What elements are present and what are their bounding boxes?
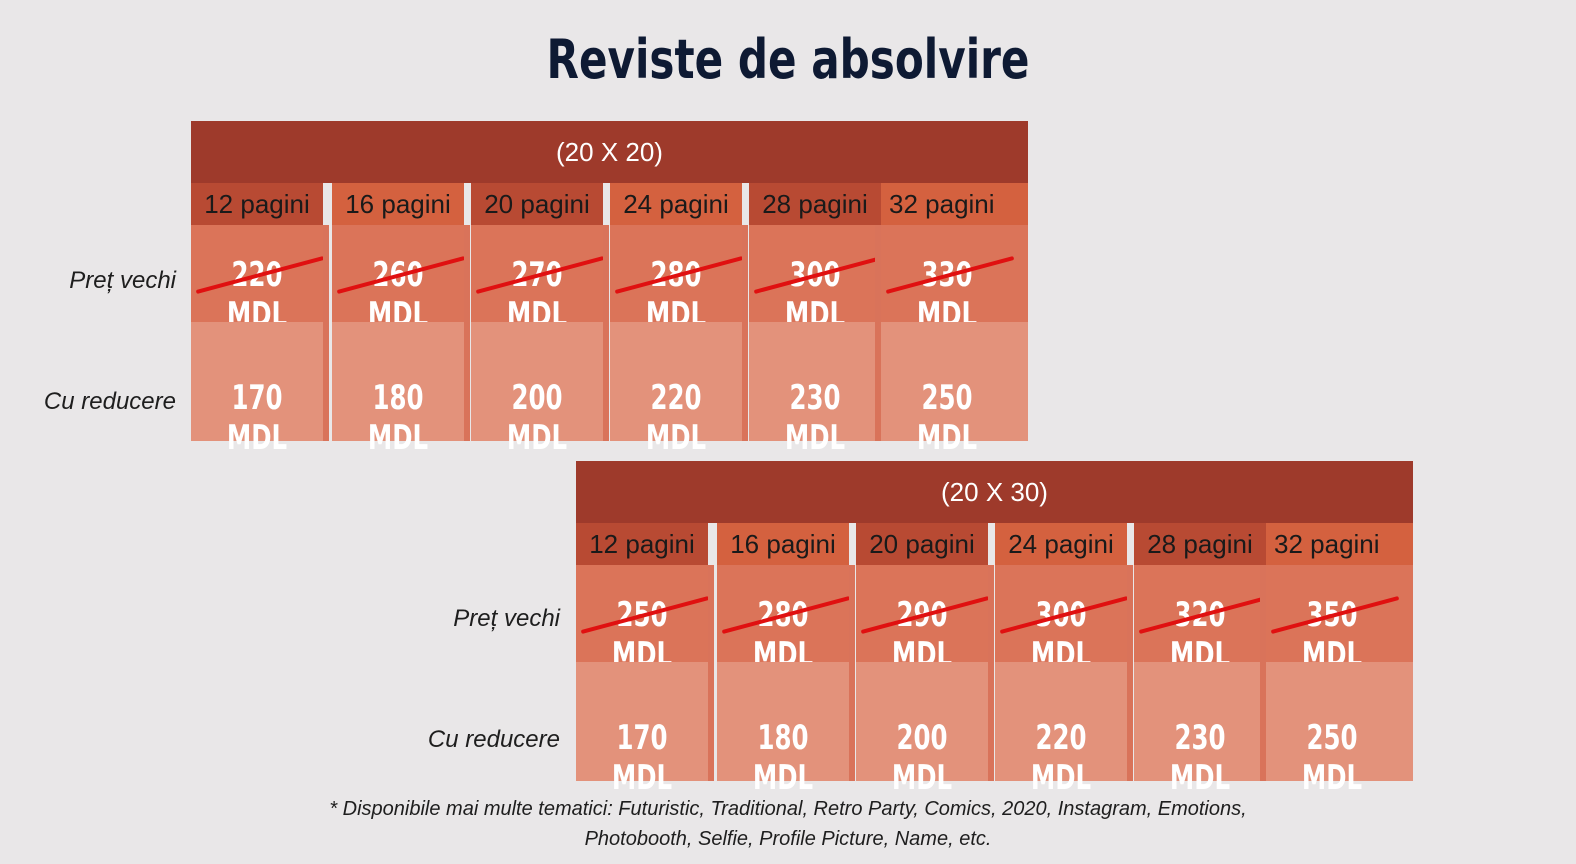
discount-price-cell: 180 MDL (332, 322, 464, 458)
old-price-cell: 280 MDL (717, 565, 851, 675)
price-table-20x20: (20 X 20) 12 pagini 220 MDL 170 MDL 16 p… (191, 121, 1028, 458)
old-price: 220 MDL (226, 255, 288, 335)
row-label-discount-price: Cu reducere (427, 726, 560, 753)
price-column: 20 pagini 290 MDL 200 MDL (856, 523, 990, 798)
old-price-cell: 350 MDL (1266, 565, 1413, 675)
discount-price-cell: 250 MDL (881, 322, 1028, 458)
price-column: 32 pagini 330 MDL 250 MDL (881, 183, 1028, 458)
row-label-discount-price: Cu reducere (43, 388, 176, 415)
footnote: * Disponibile mai multe tematici: Futuri… (0, 794, 1576, 854)
pages-label: 12 pagini (191, 183, 323, 225)
old-price-cell: 290 MDL (856, 565, 990, 675)
column-divider (988, 565, 994, 781)
pages-label: 24 pagini (610, 183, 742, 225)
discount-price: 200 MDL (891, 718, 953, 798)
column-divider (1127, 565, 1133, 781)
column-divider (464, 225, 470, 441)
pages-label: 24 pagini (995, 523, 1127, 565)
pages-label: 12 pagini (576, 523, 708, 565)
discount-price: 250 MDL (916, 378, 978, 458)
price-column: 12 pagini 250 MDL 170 MDL (576, 523, 710, 798)
discount-price: 230 MDL (784, 378, 846, 458)
discount-price: 200 MDL (506, 378, 568, 458)
pages-label: 32 pagini (881, 183, 1028, 225)
discount-price-cell: 250 MDL (1266, 662, 1413, 798)
table-size-header: (20 X 30) (576, 461, 1413, 523)
row-label-old-price: Preț vechi (453, 605, 560, 632)
old-price-cell: 320 MDL (1134, 565, 1268, 675)
price-column: 32 pagini 350 MDL 250 MDL (1266, 523, 1413, 798)
discount-price: 230 MDL (1169, 718, 1231, 798)
old-price-cell: 330 MDL (881, 225, 1028, 335)
discount-price: 180 MDL (752, 718, 814, 798)
old-price-cell: 270 MDL (471, 225, 605, 335)
discount-price-cell: 220 MDL (995, 662, 1127, 798)
footnote-line: * Disponibile mai multe tematici: Futuri… (329, 798, 1247, 820)
discount-price-cell: 230 MDL (749, 322, 881, 458)
price-column: 24 pagini 300 MDL 220 MDL (995, 523, 1129, 798)
discount-price: 180 MDL (367, 378, 429, 458)
discount-price-cell: 230 MDL (1134, 662, 1266, 798)
discount-price-cell: 170 MDL (576, 662, 708, 798)
discount-price-cell: 170 MDL (191, 322, 323, 458)
old-price-cell: 250 MDL (576, 565, 710, 675)
column-divider (323, 225, 329, 441)
old-price-cell: 300 MDL (995, 565, 1129, 675)
old-price-cell: 300 MDL (749, 225, 883, 335)
page-title: Reviste de absolvire (546, 28, 1030, 91)
pages-label: 20 pagini (471, 183, 603, 225)
price-table-20x30: (20 X 30) 12 pagini 250 MDL 170 MDL 16 p… (576, 461, 1413, 798)
discount-price: 220 MDL (645, 378, 707, 458)
discount-price-cell: 220 MDL (610, 322, 742, 458)
discount-price: 250 MDL (1301, 718, 1363, 798)
old-price-cell: 280 MDL (610, 225, 744, 335)
column-divider (742, 225, 748, 441)
column-divider (708, 565, 714, 781)
pages-label: 28 pagini (749, 183, 881, 225)
discount-price: 170 MDL (226, 378, 288, 458)
row-label-old-price: Preț vechi (69, 267, 176, 294)
column-divider (875, 225, 881, 441)
price-column: 28 pagini 320 MDL 230 MDL (1134, 523, 1268, 798)
price-column: 12 pagini 220 MDL 170 MDL (191, 183, 325, 458)
price-column: 16 pagini 260 MDL 180 MDL (332, 183, 466, 458)
discount-price: 170 MDL (611, 718, 673, 798)
column-divider (849, 565, 855, 781)
price-column: 28 pagini 300 MDL 230 MDL (749, 183, 883, 458)
discount-price-cell: 200 MDL (856, 662, 988, 798)
pages-label: 32 pagini (1266, 523, 1413, 565)
discount-price-cell: 180 MDL (717, 662, 849, 798)
pages-label: 28 pagini (1134, 523, 1266, 565)
footnote-line: Photobooth, Selfie, Profile Picture, Nam… (584, 828, 992, 850)
column-divider (1260, 565, 1266, 781)
price-column: 20 pagini 270 MDL 200 MDL (471, 183, 605, 458)
pages-label: 20 pagini (856, 523, 988, 565)
table-size-header: (20 X 20) (191, 121, 1028, 183)
pages-label: 16 pagini (332, 183, 464, 225)
discount-price-cell: 200 MDL (471, 322, 603, 458)
old-price-cell: 260 MDL (332, 225, 466, 335)
old-price-cell: 220 MDL (191, 225, 325, 335)
discount-price: 220 MDL (1030, 718, 1092, 798)
price-column: 24 pagini 280 MDL 220 MDL (610, 183, 744, 458)
pages-label: 16 pagini (717, 523, 849, 565)
column-divider (603, 225, 609, 441)
price-column: 16 pagini 280 MDL 180 MDL (717, 523, 851, 798)
